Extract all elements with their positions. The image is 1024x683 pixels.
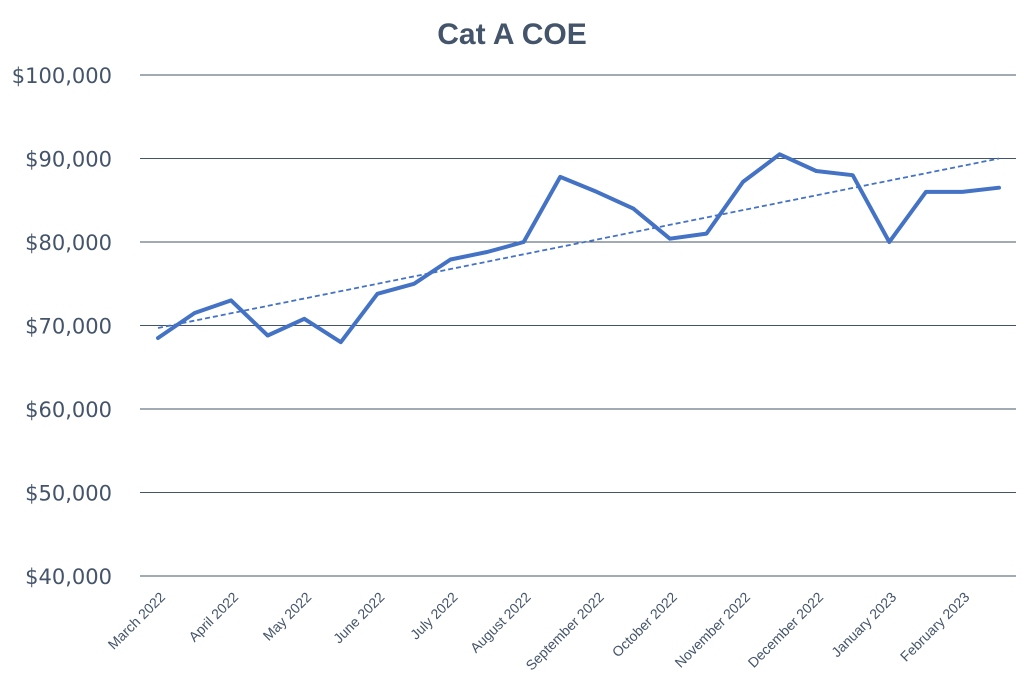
data-point xyxy=(558,175,562,179)
x-tick-label: November 2022 xyxy=(671,589,753,671)
data-point xyxy=(193,311,197,315)
data-point xyxy=(595,190,599,194)
data-point xyxy=(375,292,379,296)
x-tick-label: July 2022 xyxy=(407,589,461,643)
x-tick-label: September 2022 xyxy=(522,589,607,674)
data-point xyxy=(412,282,416,286)
data-point xyxy=(485,250,489,254)
x-tick-label: February 2023 xyxy=(897,589,973,665)
data-point xyxy=(229,298,233,302)
data-point xyxy=(266,334,270,338)
y-tick-label: $80,000 xyxy=(25,231,112,255)
x-tick-label: October 2022 xyxy=(609,589,680,660)
data-point xyxy=(449,258,453,262)
y-tick-label: $70,000 xyxy=(25,315,112,339)
data-point xyxy=(339,340,343,344)
data-point xyxy=(631,207,635,211)
y-tick-label: $40,000 xyxy=(25,565,112,589)
data-point xyxy=(960,190,964,194)
data-point xyxy=(887,240,891,244)
data-point xyxy=(302,317,306,321)
chart-title: Cat A COE xyxy=(437,18,587,51)
series-line xyxy=(156,152,1001,345)
x-tick-label: March 2022 xyxy=(105,589,169,653)
x-tick-label: August 2022 xyxy=(467,589,534,656)
data-point xyxy=(704,232,708,236)
data-point xyxy=(997,186,1001,190)
x-tick-label: April 2022 xyxy=(185,589,241,645)
data-point xyxy=(741,180,745,184)
x-tick-label: January 2023 xyxy=(828,589,899,660)
y-tick-label: $50,000 xyxy=(25,482,112,506)
x-tick-label: December 2022 xyxy=(745,589,827,671)
y-tick-label: $100,000 xyxy=(12,64,112,88)
data-point xyxy=(814,169,818,173)
data-point xyxy=(851,173,855,177)
data-point xyxy=(522,240,526,244)
y-tick-label: $60,000 xyxy=(25,398,112,422)
y-tick-label: $90,000 xyxy=(25,148,112,172)
data-point xyxy=(156,336,160,340)
data-point xyxy=(668,237,672,241)
x-tick-label: June 2022 xyxy=(330,589,388,647)
x-tick-label: May 2022 xyxy=(260,589,315,644)
data-point xyxy=(924,190,928,194)
data-point xyxy=(778,152,782,156)
